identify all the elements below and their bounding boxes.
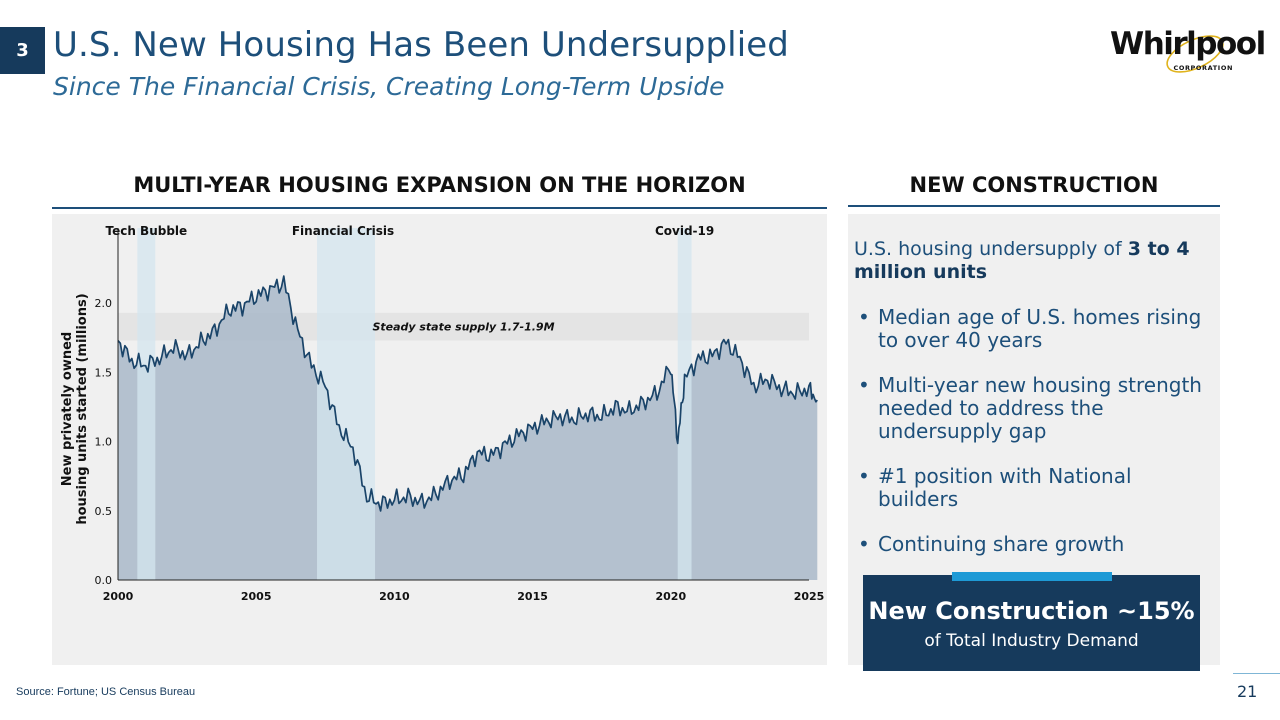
y-tick-label: 0.5	[95, 505, 113, 518]
x-tick-label: 2025	[794, 590, 825, 603]
page-subtitle: Since The Financial Crisis, Creating Lon…	[53, 72, 725, 101]
recession-band	[137, 228, 156, 580]
bullet-item: Continuing share growth	[856, 533, 1206, 557]
bullet-list: Median age of U.S. homes rising to over …	[856, 306, 1206, 578]
new-construction-callout: New Construction ~15% of Total Industry …	[863, 575, 1200, 671]
undersupply-lead: U.S. housing undersupply of 3 to 4 milli…	[854, 238, 1214, 284]
series-area	[118, 276, 818, 580]
bullet-item: Median age of U.S. homes rising to over …	[856, 306, 1206, 352]
lead-prefix: U.S. housing undersupply of	[854, 238, 1128, 260]
chart-section-heading: MULTI-YEAR HOUSING EXPANSION ON THE HORI…	[133, 173, 746, 197]
series-line	[117, 275, 818, 512]
logo-swoosh-icon	[1166, 35, 1224, 73]
page-number-rule	[1233, 673, 1280, 674]
slide-number-badge: 3	[0, 27, 45, 74]
x-tick-label: 2000	[103, 590, 134, 603]
new-construction-heading: NEW CONSTRUCTION	[909, 173, 1159, 197]
page-title: U.S. New Housing Has Been Undersupplied	[53, 25, 789, 65]
x-tick-label: 2015	[517, 590, 548, 603]
x-tick-label: 2020	[655, 590, 686, 603]
recession-label: Covid-19	[655, 224, 714, 238]
callout-subtitle: of Total Industry Demand	[924, 631, 1139, 651]
y-axis-label: New privately ownedhousing units started…	[60, 293, 90, 524]
callout-accent-bar	[952, 572, 1112, 581]
steady-state-label: Steady state supply 1.7-1.9M	[372, 321, 554, 334]
lead-bold: 3 to 4 million units	[854, 238, 1190, 283]
x-tick-label: 2005	[241, 590, 272, 603]
recession-band	[677, 228, 692, 580]
new-construction-rule	[848, 205, 1220, 207]
recession-label: Financial Crisis	[292, 224, 394, 238]
y-tick-label: 1.0	[95, 436, 113, 449]
y-tick-label: 0.0	[95, 574, 113, 587]
bullet-item: Multi-year new housing strength needed t…	[856, 374, 1206, 443]
callout-title: New Construction ~15%	[868, 597, 1195, 625]
page-number: 21	[1237, 682, 1258, 701]
recession-label: Tech Bubble	[105, 224, 187, 238]
recession-band	[317, 228, 376, 580]
housing-starts-chart: Tech Bubble Financial Crisis Covid-19 Stead…	[60, 224, 825, 603]
logo-corporation: CORPORATION	[1173, 64, 1233, 72]
bullet-item: #1 position with National builders	[856, 465, 1206, 511]
chart-section-rule	[52, 207, 827, 209]
x-tick-label: 2010	[379, 590, 410, 603]
y-tick-label: 1.5	[95, 366, 113, 379]
y-tick-label: 2.0	[95, 297, 113, 310]
source-note: Source: Fortune; US Census Bureau	[16, 686, 196, 698]
logo-wordmark: Whirlpool	[1110, 26, 1266, 62]
whirlpool-logo: Whirlpool CORPORATION	[1105, 26, 1266, 80]
